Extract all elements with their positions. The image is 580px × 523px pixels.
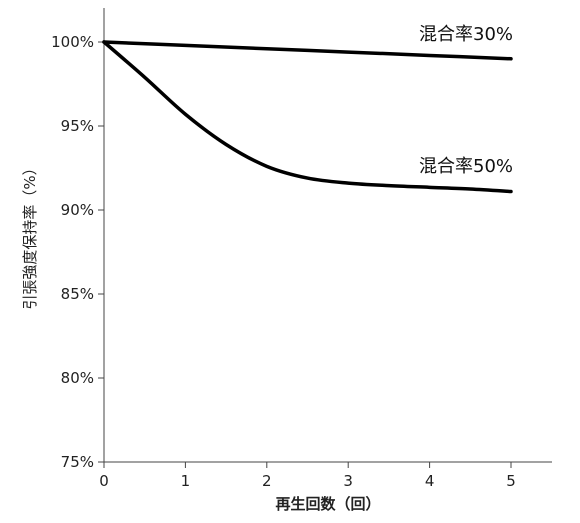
series-label-30: 混合率30% (419, 24, 513, 45)
x-tick-label: 3 (343, 472, 353, 490)
y-tick-label: 80% (61, 369, 94, 387)
y-ticks: 75% 80% 85% 90% 95% 100% (51, 33, 104, 471)
x-ticks: 0 1 2 3 4 5 (99, 462, 516, 490)
axes (103, 8, 552, 463)
series-line-0 (102, 40, 513, 61)
y-tick-label: 85% (61, 285, 94, 303)
y-tick-label: 95% (61, 117, 94, 135)
y-tick-label: 100% (51, 33, 94, 51)
x-axis-title: 再生回数（回） (275, 495, 380, 513)
series-labels: 混合率30% 混合率50% (419, 24, 513, 177)
x-tick-label: 1 (181, 472, 191, 490)
x-tick-label: 4 (425, 472, 435, 490)
x-tick-label: 5 (506, 472, 516, 490)
x-tick-label: 2 (262, 472, 272, 490)
series-lines (102, 40, 513, 194)
y-axis-title: 引張強度保持率（%） (21, 160, 39, 309)
series-line-1 (102, 40, 513, 194)
series-label-50: 混合率50% (419, 156, 513, 177)
x-tick-label: 0 (99, 472, 109, 490)
y-tick-label: 90% (61, 201, 94, 219)
y-tick-label: 75% (61, 453, 94, 471)
